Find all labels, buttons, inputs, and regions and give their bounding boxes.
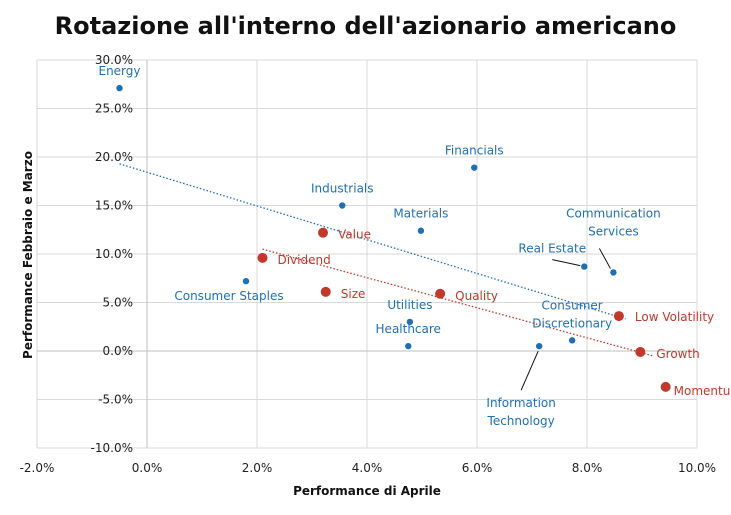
data-point: [257, 252, 268, 263]
chart-title: Rotazione all'interno dell'azionario ame…: [54, 12, 677, 40]
point-label: Healthcare: [376, 322, 441, 336]
data-point: [660, 381, 671, 392]
data-points: [116, 84, 671, 392]
data-point: [417, 227, 425, 234]
x-tick-label: 4.0%: [352, 461, 383, 475]
leader-line: [520, 350, 539, 391]
point-label: Consumer Staples: [174, 289, 283, 303]
x-axis-label: Performance di Aprile: [293, 484, 441, 498]
axes: [37, 60, 697, 448]
trendlines: [119, 163, 654, 357]
x-tick-label: 8.0%: [572, 461, 603, 475]
y-tick-label: 15.0%: [95, 199, 133, 213]
y-axis-label: Performance Febbraio e Marzo: [21, 151, 35, 359]
point-label: Momentum: [674, 384, 731, 398]
point-label: Value: [338, 228, 371, 242]
data-point: [116, 84, 123, 92]
point-label: Size: [341, 287, 366, 301]
point-label: Industrials: [311, 182, 374, 196]
data-point: [339, 202, 346, 209]
point-label: Growth: [656, 347, 699, 361]
data-point: [613, 311, 624, 322]
data-point: [581, 263, 588, 270]
y-tick-label: 10.0%: [95, 247, 133, 261]
x-tick-label: -2.0%: [20, 461, 55, 475]
point-label: Information Technology: [486, 396, 555, 428]
point-label: Quality: [455, 289, 498, 303]
y-tick-label: 0.0%: [103, 344, 134, 358]
data-point: [318, 227, 328, 238]
data-point: [320, 286, 331, 297]
x-tick-label: 0.0%: [132, 461, 163, 475]
data-point: [635, 346, 646, 357]
point-label: Energy: [98, 64, 140, 78]
y-tick-label: -10.0%: [91, 441, 133, 455]
leader-lines: [520, 248, 611, 391]
point-label: Financials: [445, 144, 504, 158]
point-label: Low Volatility: [635, 310, 714, 324]
point-label: Communication Services: [566, 206, 661, 238]
point-label: Materials: [393, 207, 448, 221]
data-point: [535, 342, 543, 350]
data-point: [610, 269, 617, 276]
data-point: [471, 164, 478, 171]
data-point: [406, 318, 414, 326]
point-label: Dividend: [278, 253, 331, 267]
tick-labels: -2.0% 0.0% 2.0% 4.0% 6.0% 8.0% 10.0% -10.0% -5.0…: [20, 53, 716, 475]
grid-lines: [36, 59, 698, 449]
x-tick-label: 2.0%: [242, 461, 273, 475]
data-point: [405, 342, 412, 350]
data-point: [568, 337, 576, 344]
point-label: Utilities: [387, 298, 432, 312]
y-tick-label: 25.0%: [95, 102, 133, 116]
x-tick-label: 6.0%: [462, 461, 493, 475]
leader-line: [552, 259, 581, 267]
y-tick-label: 30.0%: [95, 53, 133, 67]
trendline: [119, 163, 626, 320]
y-tick-label: -5.0%: [98, 393, 133, 407]
point-label: Consumer Discretionary: [532, 298, 612, 330]
x-tick-label: 10.0%: [678, 461, 716, 475]
y-tick-label: 5.0%: [103, 296, 134, 310]
trendline: [262, 248, 654, 357]
data-point: [242, 277, 250, 285]
data-point: [435, 288, 446, 299]
point-labels: Energy Financials Industrials Materials Comm…: [98, 64, 731, 428]
leader-line: [598, 248, 611, 269]
y-tick-label: 20.0%: [95, 150, 133, 164]
point-label: Real Estate: [518, 242, 586, 256]
